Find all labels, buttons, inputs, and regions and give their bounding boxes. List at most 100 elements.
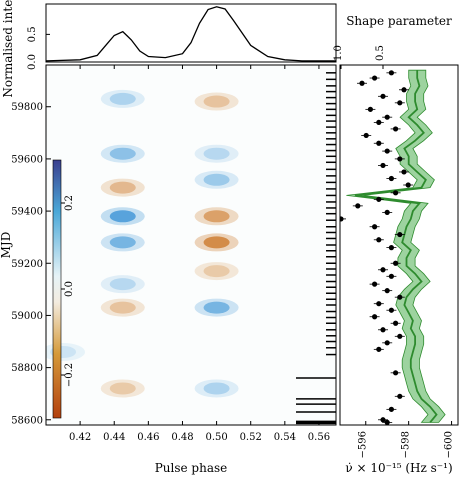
colorbar-ticks: 0.2 0.0 −0.2 xyxy=(61,195,75,387)
heatmap-ytick-label: 58800 xyxy=(11,363,43,374)
profile-series xyxy=(45,6,336,62)
shape-xtick-label: 0.5 xyxy=(375,45,386,61)
shape-point xyxy=(393,370,399,376)
heatmap-frame xyxy=(45,64,337,426)
shape-point xyxy=(376,237,382,243)
heatmap-ytick-label: 59400 xyxy=(11,207,43,218)
profile-ytick-label: 0.0 xyxy=(27,54,38,70)
shape-point xyxy=(380,93,386,99)
shape-point xyxy=(388,175,394,182)
heatmap-blob xyxy=(109,382,136,395)
shape-point xyxy=(372,75,378,81)
heatmap-blob xyxy=(203,95,230,108)
shape-xlabel: Shape parameter xyxy=(346,14,452,28)
nudot-xlabel: ν̇ × 10⁻¹⁵ (Hz s⁻¹) xyxy=(345,461,452,475)
shape-point xyxy=(388,273,394,279)
heatmap-ytick-label: 59200 xyxy=(11,259,43,270)
nudot-panel: −596 −598 −600 1.0 0.5 Shape parameter ν̇ ×… xyxy=(333,14,459,475)
shape-point xyxy=(397,294,403,300)
heatmap-blob xyxy=(203,265,230,278)
heatmap-yticks: 58600 58800 59000 59200 59400 59600 59800 xyxy=(11,102,51,426)
shape-point xyxy=(384,340,390,346)
shape-point xyxy=(401,169,407,175)
shape-point xyxy=(393,126,399,132)
shape-point xyxy=(397,333,403,339)
heatmap-blob xyxy=(203,210,230,223)
heatmap-blob xyxy=(109,278,136,291)
shape-point xyxy=(393,190,399,196)
heatmap-xlabel: Pulse phase xyxy=(155,461,228,475)
heatmap-ylabel: MJD xyxy=(0,232,13,259)
heatmap-xtick-label: 0.56 xyxy=(308,432,330,443)
heatmap-blob xyxy=(109,301,136,314)
shape-point xyxy=(340,216,344,222)
nudot-xtick-label: −596 xyxy=(358,431,369,458)
observation-ticks xyxy=(296,72,336,425)
shape-point xyxy=(380,327,386,333)
profile-frame xyxy=(45,3,337,63)
heatmap-panel: 0.20.0−0.2 0.42 0.44 0.46 0.48 0.50 0.52 0.54 0… xyxy=(0,64,337,475)
shape-point xyxy=(397,393,403,399)
heatmap-blob xyxy=(203,301,230,314)
shape-point xyxy=(376,196,382,202)
shape-xtick-label: 1.0 xyxy=(333,45,344,61)
shape-point xyxy=(393,260,399,266)
nudot-band xyxy=(346,69,446,423)
heatmap-xtick-label: 0.44 xyxy=(103,432,125,443)
shape-point xyxy=(372,224,378,230)
shape-point xyxy=(401,87,407,93)
shape-point xyxy=(397,156,403,162)
shape-point xyxy=(397,231,403,238)
heatmap-blob xyxy=(109,181,136,194)
heatmap-blob xyxy=(109,147,136,160)
shape-point xyxy=(376,119,382,125)
heatmap-blob xyxy=(109,210,136,223)
shape-point xyxy=(397,100,403,106)
shape-xticks: 1.0 0.5 xyxy=(333,45,386,69)
shape-point xyxy=(388,245,394,251)
heatmap-ytick-label: 58600 xyxy=(11,415,43,426)
heatmap-xtick-label: 0.50 xyxy=(205,432,227,443)
shape-point xyxy=(384,114,390,120)
shape-point xyxy=(372,281,378,287)
shape-point xyxy=(384,419,390,425)
colorbar-tick-label: −0.2 xyxy=(64,363,75,387)
heatmap-blob xyxy=(203,173,230,186)
heatmap-blob xyxy=(203,236,230,249)
nudot-xticks: −596 −598 −600 xyxy=(358,421,455,458)
shape-point xyxy=(376,346,382,352)
heatmap-blob xyxy=(109,236,136,249)
shape-point xyxy=(376,140,382,146)
nudot-frame xyxy=(339,64,459,426)
shape-point xyxy=(359,80,365,86)
heatmap-ytick-label: 59600 xyxy=(11,154,43,165)
heatmap-xtick-label: 0.48 xyxy=(171,432,193,443)
profile-panel: 0.0 0.5 Normalised intensity xyxy=(1,0,337,98)
nudot-xtick-label: −600 xyxy=(444,431,455,458)
heatmap-blob xyxy=(203,147,230,160)
profile-yticks: 0.0 0.5 xyxy=(27,26,50,70)
colorbar-tick-label: 0.0 xyxy=(64,281,75,297)
shape-point xyxy=(388,307,394,313)
shape-point xyxy=(384,288,390,294)
shape-point xyxy=(393,320,399,326)
heatmap-ytick-label: 59000 xyxy=(11,311,43,322)
heatmap-background xyxy=(46,65,336,425)
heatmap-xticks: 0.42 0.44 0.46 0.48 0.50 0.52 0.54 0.56 xyxy=(69,65,330,443)
heatmap-xtick-label: 0.46 xyxy=(137,432,159,443)
colorbar xyxy=(52,159,62,419)
nudot-confidence-band xyxy=(346,69,446,423)
shape-point xyxy=(380,162,386,169)
nudot-xtick-label: −598 xyxy=(401,431,412,458)
colorbar-tick-label: 0.2 xyxy=(64,195,75,211)
heatmap-blob xyxy=(109,92,136,105)
profile-ytick-label: 0.5 xyxy=(27,26,38,42)
shape-point xyxy=(380,267,386,273)
shape-point xyxy=(388,70,394,76)
heatmap-xtick-label: 0.42 xyxy=(69,432,91,443)
heatmap-xtick-label: 0.52 xyxy=(240,432,262,443)
shape-point xyxy=(380,417,386,423)
shape-point xyxy=(376,301,382,307)
shape-point xyxy=(384,209,390,215)
